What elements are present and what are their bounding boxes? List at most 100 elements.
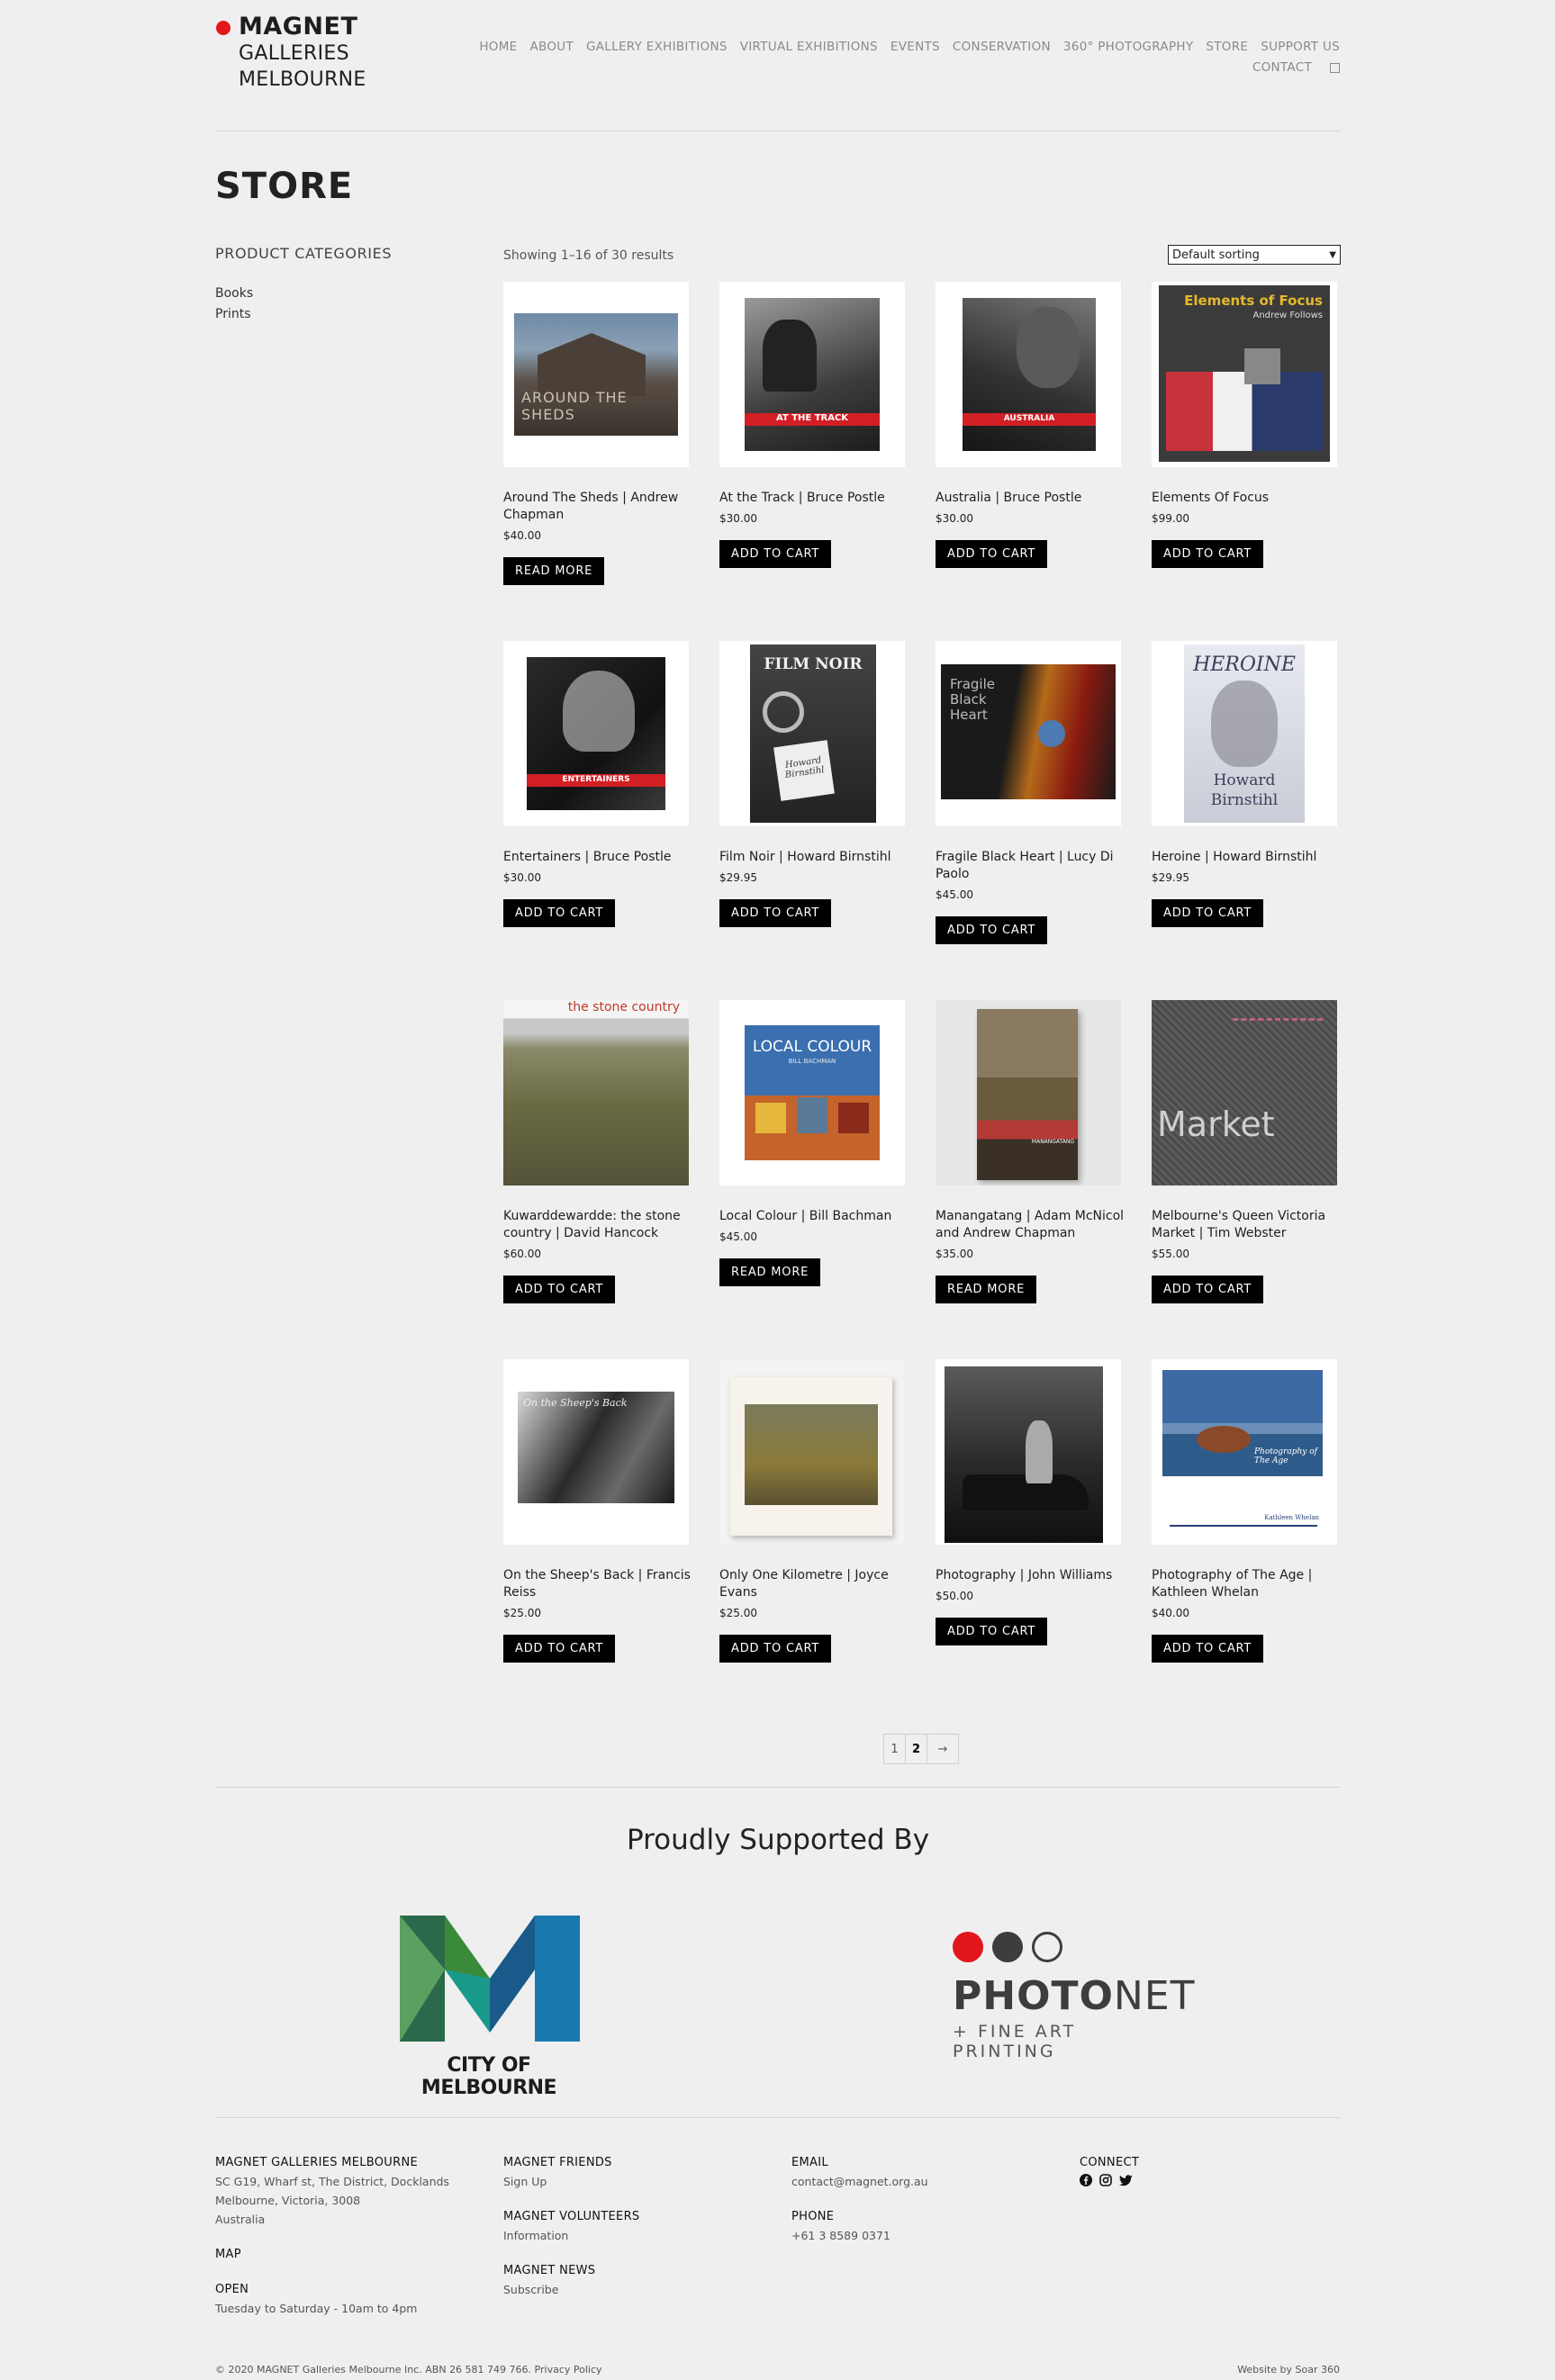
privacy-policy-link[interactable]: Privacy Policy [534, 2364, 602, 2375]
read-more-button[interactable]: READ MORE [503, 557, 605, 585]
category-prints[interactable]: Prints [215, 307, 251, 321]
product-card[interactable]: Fragile Black Heart Fragile Black Heart … [936, 641, 1125, 944]
facebook-icon[interactable] [1080, 2174, 1092, 2186]
photonet-logo[interactable]: PHOTONET + FINE ART PRINTING [953, 1932, 1195, 2061]
product-image[interactable]: MANANGATANG [936, 1000, 1121, 1185]
nav-conservation[interactable]: CONSERVATION [952, 40, 1051, 54]
category-books[interactable]: Books [215, 286, 254, 301]
add-to-cart-button[interactable]: ADD TO CART [1152, 1276, 1264, 1303]
product-card[interactable]: On the Sheep's Back On the Sheep's Back … [503, 1359, 692, 1663]
product-name[interactable]: Around The Sheds | Andrew Chapman [503, 491, 679, 522]
nav-store[interactable]: STORE [1206, 40, 1249, 54]
product-image[interactable]: Elements of Focus Andrew Follows [1152, 282, 1337, 467]
product-name[interactable]: Photography of The Age | Kathleen Whelan [1152, 1568, 1313, 1600]
page-1-link[interactable]: 1 [884, 1735, 906, 1763]
product-name[interactable]: Australia | Bruce Postle [936, 491, 1082, 505]
add-to-cart-button[interactable]: ADD TO CART [936, 916, 1048, 944]
product-image[interactable]: the stone country [503, 1000, 689, 1185]
book-cover: On the Sheep's Back [518, 1392, 674, 1503]
product-image[interactable]: HEROINE Howard Birnstihl [1152, 641, 1337, 826]
nav-virtual-exhibitions[interactable]: VIRTUAL EXHIBITIONS [739, 40, 878, 54]
product-card[interactable]: HEROINE Howard Birnstihl Heroine | Howar… [1152, 641, 1341, 927]
product-image[interactable]: FILM NOIR Howard Birnstihl [719, 641, 905, 826]
product-card[interactable]: Market Melbourne's Queen Victoria Market… [1152, 1000, 1341, 1303]
product-image[interactable] [719, 1359, 905, 1545]
read-more-button[interactable]: READ MORE [936, 1276, 1037, 1303]
product-name[interactable]: Melbourne's Queen Victoria Market | Tim … [1152, 1209, 1326, 1240]
footer-subscribe-link[interactable]: Subscribe [503, 2283, 559, 2296]
read-more-button[interactable]: READ MORE [719, 1258, 821, 1286]
product-name[interactable]: Heroine | Howard Birnstihl [1152, 850, 1317, 864]
product-card[interactable]: Elements of Focus Andrew Follows Element… [1152, 282, 1341, 568]
next-page-arrow-icon[interactable]: → [937, 1742, 948, 1756]
product-card[interactable]: ENTERTAINERS Entertainers | Bruce Postle… [503, 641, 692, 927]
product-image[interactable]: Photography of The Age Kathleen Whelan [1152, 1359, 1337, 1545]
add-to-cart-button[interactable]: ADD TO CART [936, 540, 1048, 568]
product-name[interactable]: Film Noir | Howard Birnstihl [719, 850, 891, 864]
instagram-icon[interactable] [1099, 2174, 1112, 2186]
add-to-cart-button[interactable]: ADD TO CART [1152, 1635, 1264, 1663]
nav-contact[interactable]: CONTACT [1252, 60, 1312, 75]
twitter-icon[interactable] [1119, 2174, 1133, 2186]
product-name[interactable]: Entertainers | Bruce Postle [503, 850, 672, 864]
product-price: $30.00 [936, 512, 973, 525]
city-of-melbourne-text: CITY OF MELBOURNE [420, 2054, 557, 2099]
product-image[interactable]: Market [1152, 1000, 1337, 1185]
footer-phone[interactable]: +61 3 8589 0371 [791, 2229, 891, 2242]
product-categories-heading: PRODUCT CATEGORIES [215, 245, 393, 262]
nav-about[interactable]: ABOUT [529, 40, 574, 54]
add-to-cart-button[interactable]: ADD TO CART [1152, 899, 1264, 927]
product-name[interactable]: Fragile Black Heart | Lucy Di Paolo [936, 850, 1114, 881]
search-icon[interactable] [1330, 62, 1340, 73]
product-image[interactable]: AT THE TRACK [719, 282, 905, 467]
product-image[interactable]: LOCAL COLOUR BILL BACHMAN [719, 1000, 905, 1185]
add-to-cart-button[interactable]: ADD TO CART [503, 1276, 616, 1303]
product-name[interactable]: Only One Kilometre | Joyce Evans [719, 1568, 889, 1600]
add-to-cart-button[interactable]: ADD TO CART [719, 1635, 832, 1663]
footer-map-link[interactable]: MAP [215, 2248, 241, 2261]
product-card[interactable]: Photography | John Williams $50.00 ADD T… [936, 1359, 1125, 1645]
product-image[interactable]: ENTERTAINERS [503, 641, 689, 826]
nav-360-photography[interactable]: 360° PHOTOGRAPHY [1062, 40, 1194, 54]
nav-gallery-exhibitions[interactable]: GALLERY EXHIBITIONS [586, 40, 728, 54]
add-to-cart-button[interactable]: ADD TO CART [1152, 540, 1264, 568]
product-name[interactable]: Kuwarddewardde: the stone country | Davi… [503, 1209, 681, 1240]
product-card[interactable]: Only One Kilometre | Joyce Evans $25.00 … [719, 1359, 909, 1663]
add-to-cart-button[interactable]: ADD TO CART [719, 899, 832, 927]
product-name[interactable]: At the Track | Bruce Postle [719, 491, 885, 505]
sorting-select[interactable]: Default sorting ▼ [1168, 245, 1341, 265]
nav-support-us[interactable]: SUPPORT US [1261, 40, 1340, 54]
site-logo[interactable]: MAGNET GALLERIES MELBOURNE [215, 13, 386, 94]
product-card[interactable]: LOCAL COLOUR BILL BACHMAN Local Colour |… [719, 1000, 909, 1286]
product-card[interactable]: MANANGATANG Manangatang | Adam McNicol a… [936, 1000, 1125, 1303]
add-to-cart-button[interactable]: ADD TO CART [936, 1618, 1048, 1645]
product-image[interactable]: Fragile Black Heart [936, 641, 1121, 826]
cover-title: Fragile Black Heart [950, 676, 995, 723]
product-name[interactable]: On the Sheep's Back | Francis Reiss [503, 1568, 691, 1600]
nav-home[interactable]: HOME [479, 40, 518, 54]
site-credit[interactable]: Website by Soar 360 [1237, 2364, 1340, 2375]
add-to-cart-button[interactable]: ADD TO CART [503, 899, 616, 927]
product-name[interactable]: Manangatang | Adam McNicol and Andrew Ch… [936, 1209, 1125, 1240]
city-of-melbourne-logo[interactable]: CITY OF MELBOURNE [394, 1907, 583, 2099]
product-card[interactable]: AT THE TRACK At the Track | Bruce Postle… [719, 282, 909, 568]
product-image[interactable]: On the Sheep's Back [503, 1359, 689, 1545]
product-image[interactable]: AUSTRALIA [936, 282, 1121, 467]
product-categories-list: Books Prints [215, 284, 253, 325]
footer-information-link[interactable]: Information [503, 2229, 569, 2242]
footer-email-link[interactable]: contact@magnet.org.au [791, 2175, 928, 2188]
product-name[interactable]: Local Colour | Bill Bachman [719, 1209, 892, 1223]
footer-sign-up-link[interactable]: Sign Up [503, 2175, 547, 2188]
product-card[interactable]: Photography of The Age Kathleen Whelan P… [1152, 1359, 1341, 1663]
nav-events[interactable]: EVENTS [890, 40, 940, 54]
product-card[interactable]: the stone country Kuwarddewardde: the st… [503, 1000, 692, 1303]
product-name[interactable]: Photography | John Williams [936, 1568, 1113, 1582]
product-card[interactable]: AUSTRALIA Australia | Bruce Postle $30.0… [936, 282, 1125, 568]
add-to-cart-button[interactable]: ADD TO CART [503, 1635, 616, 1663]
product-image[interactable] [936, 1359, 1121, 1545]
product-card[interactable]: FILM NOIR Howard Birnstihl Film Noir | H… [719, 641, 909, 927]
product-image[interactable]: AROUND THE SHEDS [503, 282, 689, 467]
add-to-cart-button[interactable]: ADD TO CART [719, 540, 832, 568]
product-card[interactable]: AROUND THE SHEDS Around The Sheds | Andr… [503, 282, 692, 585]
product-name[interactable]: Elements Of Focus [1152, 491, 1270, 505]
